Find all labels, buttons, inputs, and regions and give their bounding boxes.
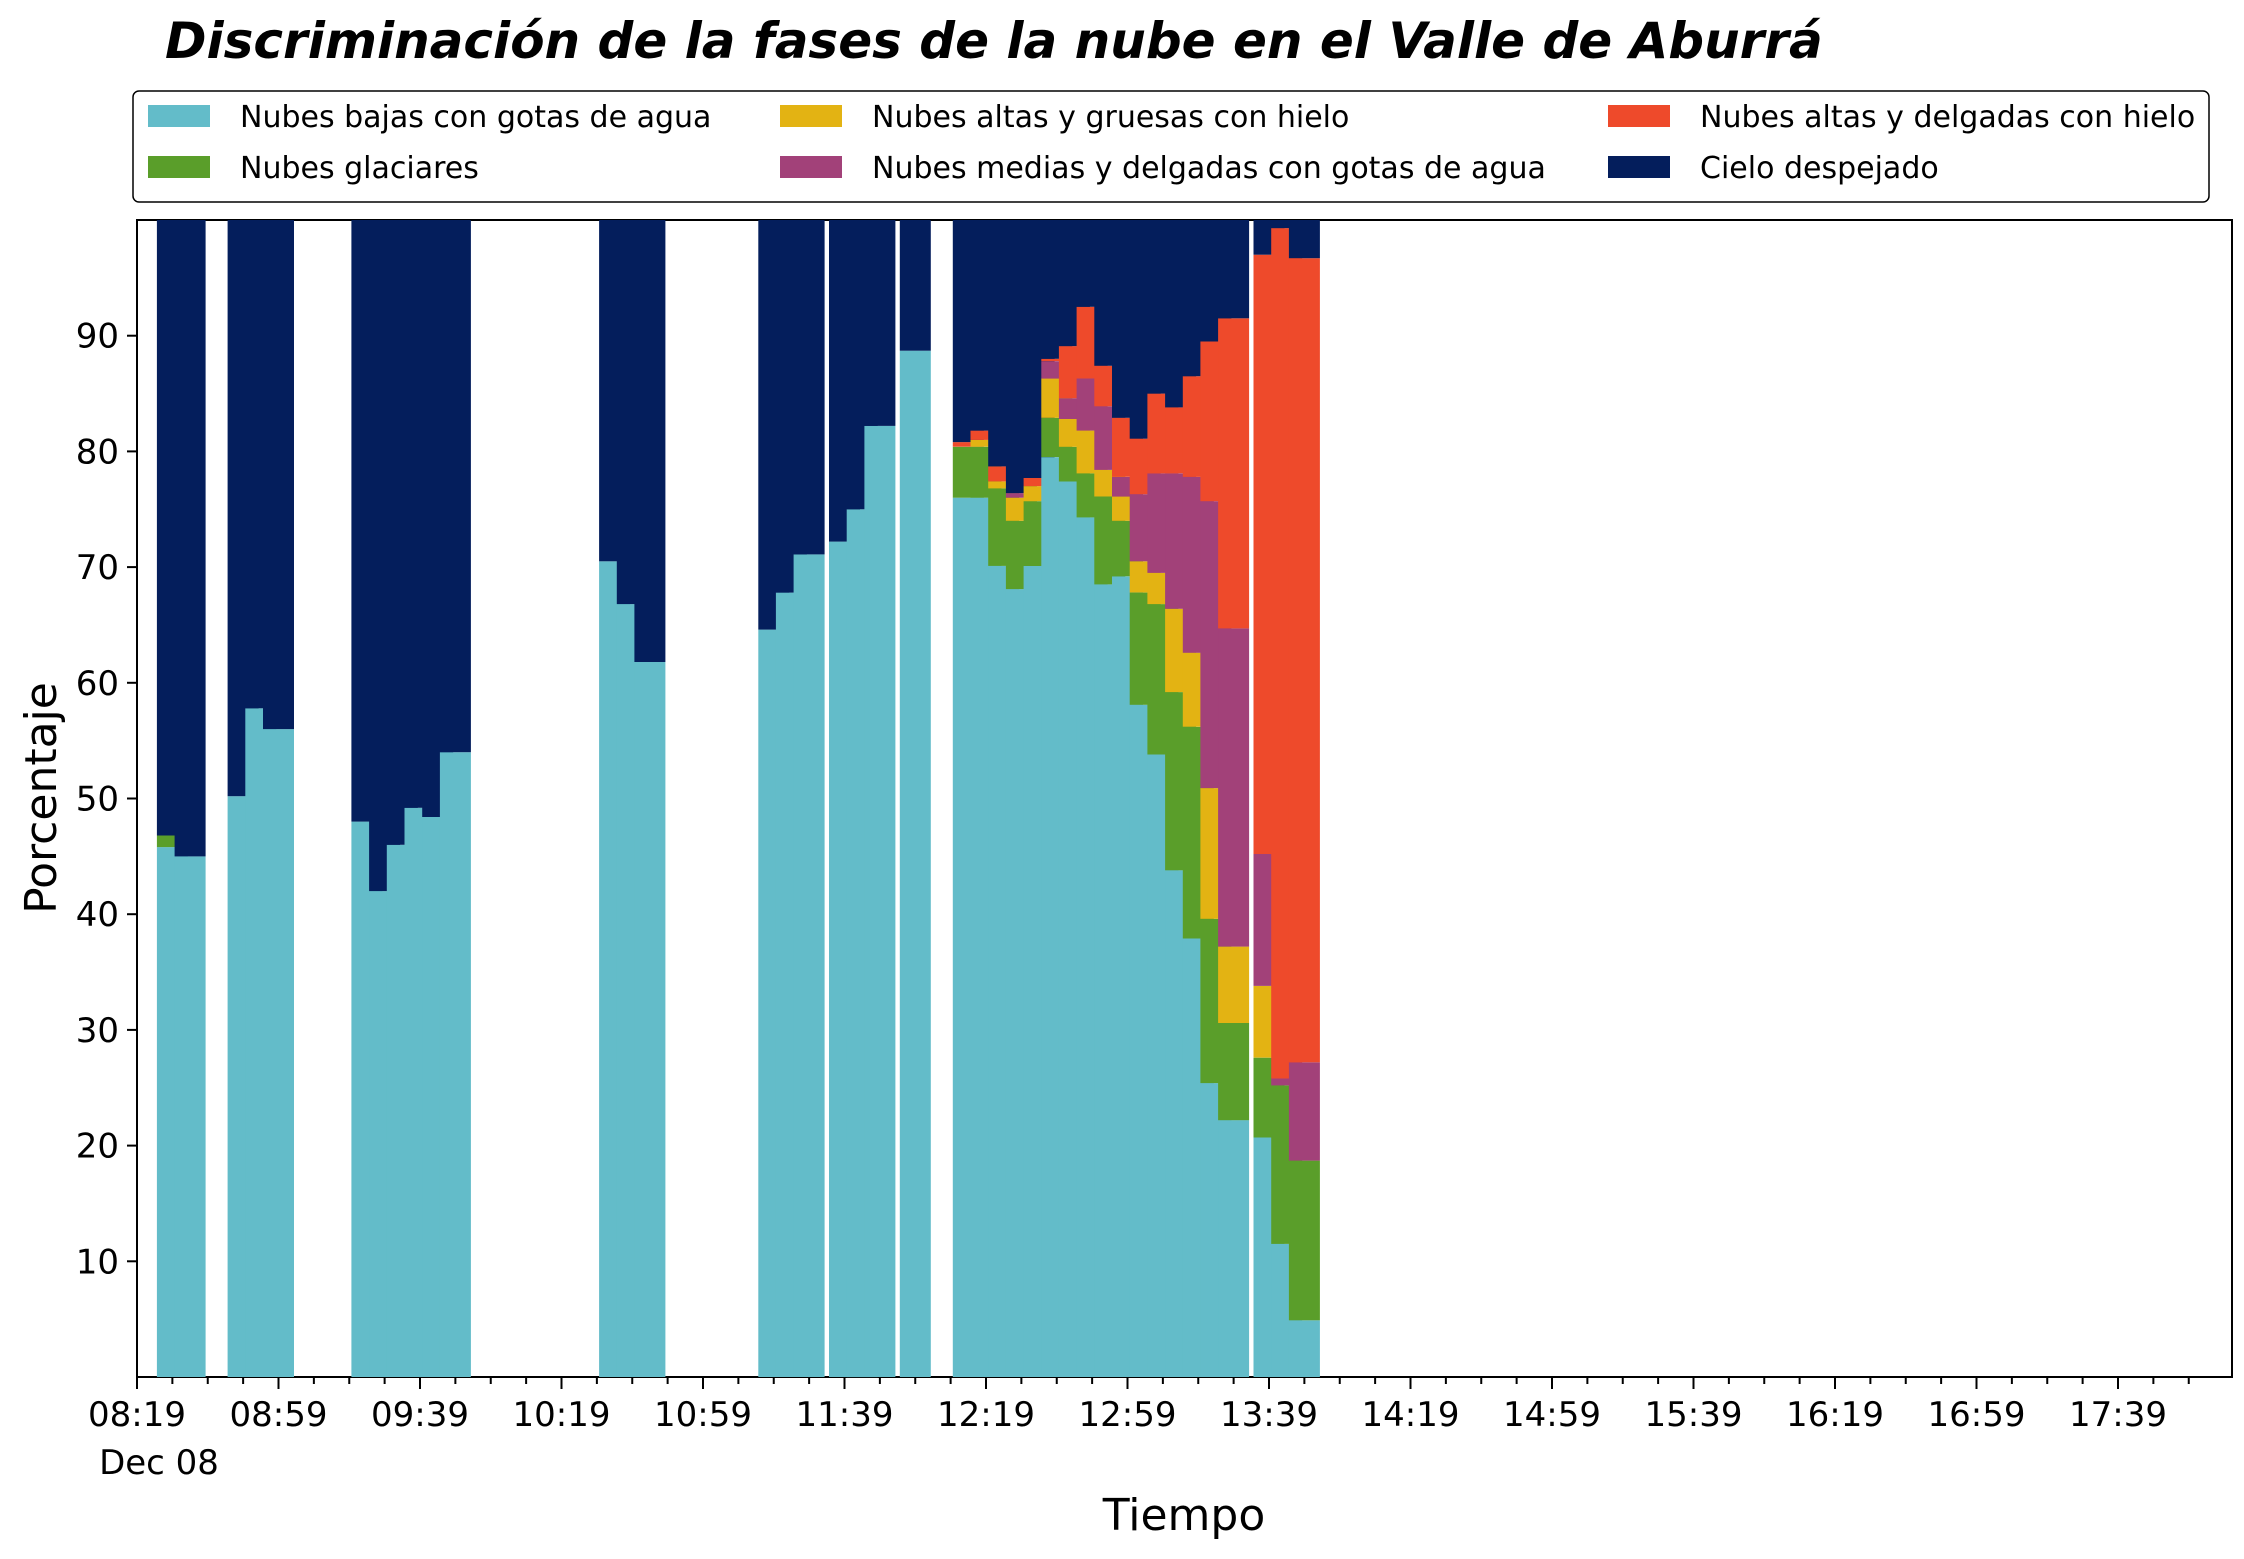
y-tick-label: 50 xyxy=(76,780,119,820)
x-tick-label: 15:39 xyxy=(1645,1395,1743,1435)
bar-segment xyxy=(1023,478,1055,487)
x-tick-label: 08:19 xyxy=(88,1395,186,1435)
bar-segment xyxy=(1218,318,1250,629)
legend-label: Nubes altas y gruesas con hielo xyxy=(872,100,1349,135)
y-tick-label: 10 xyxy=(76,1242,119,1282)
bar-segment xyxy=(988,481,1020,489)
legend-label: Cielo despejado xyxy=(1700,151,1939,186)
y-tick-label: 30 xyxy=(76,1011,119,1051)
bar-segment xyxy=(439,220,471,753)
legend-label: Nubes glaciares xyxy=(240,151,479,186)
bar-segment xyxy=(864,220,896,426)
x-tick-label: 08:59 xyxy=(230,1395,328,1435)
bar-segment xyxy=(952,442,984,447)
y-tick-label: 20 xyxy=(76,1127,119,1167)
legend-swatch xyxy=(148,156,210,178)
x-tick-label: 09:39 xyxy=(371,1395,469,1435)
x-tick-label: 12:19 xyxy=(937,1395,1035,1435)
legend-frame xyxy=(132,90,2210,203)
x-tick-label: 11:39 xyxy=(796,1395,894,1435)
y-tick-label: 60 xyxy=(76,664,119,704)
y-tick-label: 90 xyxy=(76,317,119,357)
bar-segment xyxy=(793,220,825,555)
bar-segment xyxy=(864,425,896,1377)
chart-legend: Nubes bajas con gotas de agua Nubes glaci… xyxy=(132,90,2210,203)
bar-segment xyxy=(263,220,294,730)
bar-segment xyxy=(1288,1160,1320,1321)
bar-segment xyxy=(634,662,666,1377)
legend-swatch xyxy=(1608,105,1670,127)
bar-segment xyxy=(1288,220,1320,259)
x-tick-label: 14:59 xyxy=(1503,1395,1601,1435)
y-axis: 10 20 30 40 50 60 70 80 90 xyxy=(76,317,137,1282)
x-tick-label: 10:19 xyxy=(513,1395,611,1435)
y-tick-label: 70 xyxy=(76,548,119,588)
legend-label: Nubes medias y delgadas con gotas de agu… xyxy=(872,151,1546,186)
x-tick-label: 12:59 xyxy=(1079,1395,1177,1435)
y-axis-label: Porcentaje xyxy=(16,682,67,914)
bar-segment xyxy=(263,729,294,1377)
legend-swatch xyxy=(780,156,842,178)
x-tick-label: 14:19 xyxy=(1362,1395,1460,1435)
bar-segment xyxy=(899,350,931,1378)
legend-label: Nubes bajas con gotas de agua xyxy=(240,100,711,135)
legend-swatch xyxy=(780,105,842,127)
bar-segment xyxy=(1041,358,1073,362)
bar-segment xyxy=(1288,258,1320,1063)
bar-segment xyxy=(793,554,825,1377)
bar-segment xyxy=(970,430,1002,440)
bar-segment xyxy=(1218,946,1250,1023)
x-tick-label: 17:39 xyxy=(2069,1395,2167,1435)
x-axis: 08:19 08:59 09:39 10:19 10:59 11:39 12:19 12:59… xyxy=(88,1377,2190,1435)
bar-segment xyxy=(1218,220,1250,319)
bar-segment xyxy=(1218,1023,1250,1121)
bar-group xyxy=(156,220,1320,1378)
y-tick-label: 40 xyxy=(76,895,119,935)
bar-segment xyxy=(899,220,931,351)
chart-title: Discriminación de la fases de la nube en… xyxy=(165,12,1823,70)
bar-segment xyxy=(1288,1062,1320,1161)
x-tick-label: 10:59 xyxy=(654,1395,752,1435)
bar-segment xyxy=(1288,1320,1320,1377)
y-tick-label: 80 xyxy=(76,432,119,472)
bar-segment xyxy=(1271,220,1303,229)
bar-segment xyxy=(174,856,206,1377)
bar-segment xyxy=(156,835,188,848)
x-tick-label: 13:39 xyxy=(1220,1395,1318,1435)
bar-segment xyxy=(1218,628,1250,947)
x-tick-label: 16:59 xyxy=(1928,1395,2026,1435)
bar-segment xyxy=(1218,1120,1250,1377)
legend-swatch xyxy=(148,105,210,127)
legend-label: Nubes altas y delgadas con hielo xyxy=(1700,100,2195,135)
legend-swatch xyxy=(1608,156,1670,178)
bar-segment xyxy=(970,439,1002,447)
bar-segment xyxy=(1005,493,1037,498)
bar-segment xyxy=(174,220,206,857)
bar-segment xyxy=(439,752,471,1377)
bar-segment xyxy=(1271,1078,1303,1086)
x-tick-label: 16:19 xyxy=(1786,1395,1884,1435)
x-tick-sublabel: Dec 08 xyxy=(99,1443,219,1483)
bar-segment xyxy=(634,220,666,662)
x-axis-label: Tiempo xyxy=(1102,1490,1266,1541)
